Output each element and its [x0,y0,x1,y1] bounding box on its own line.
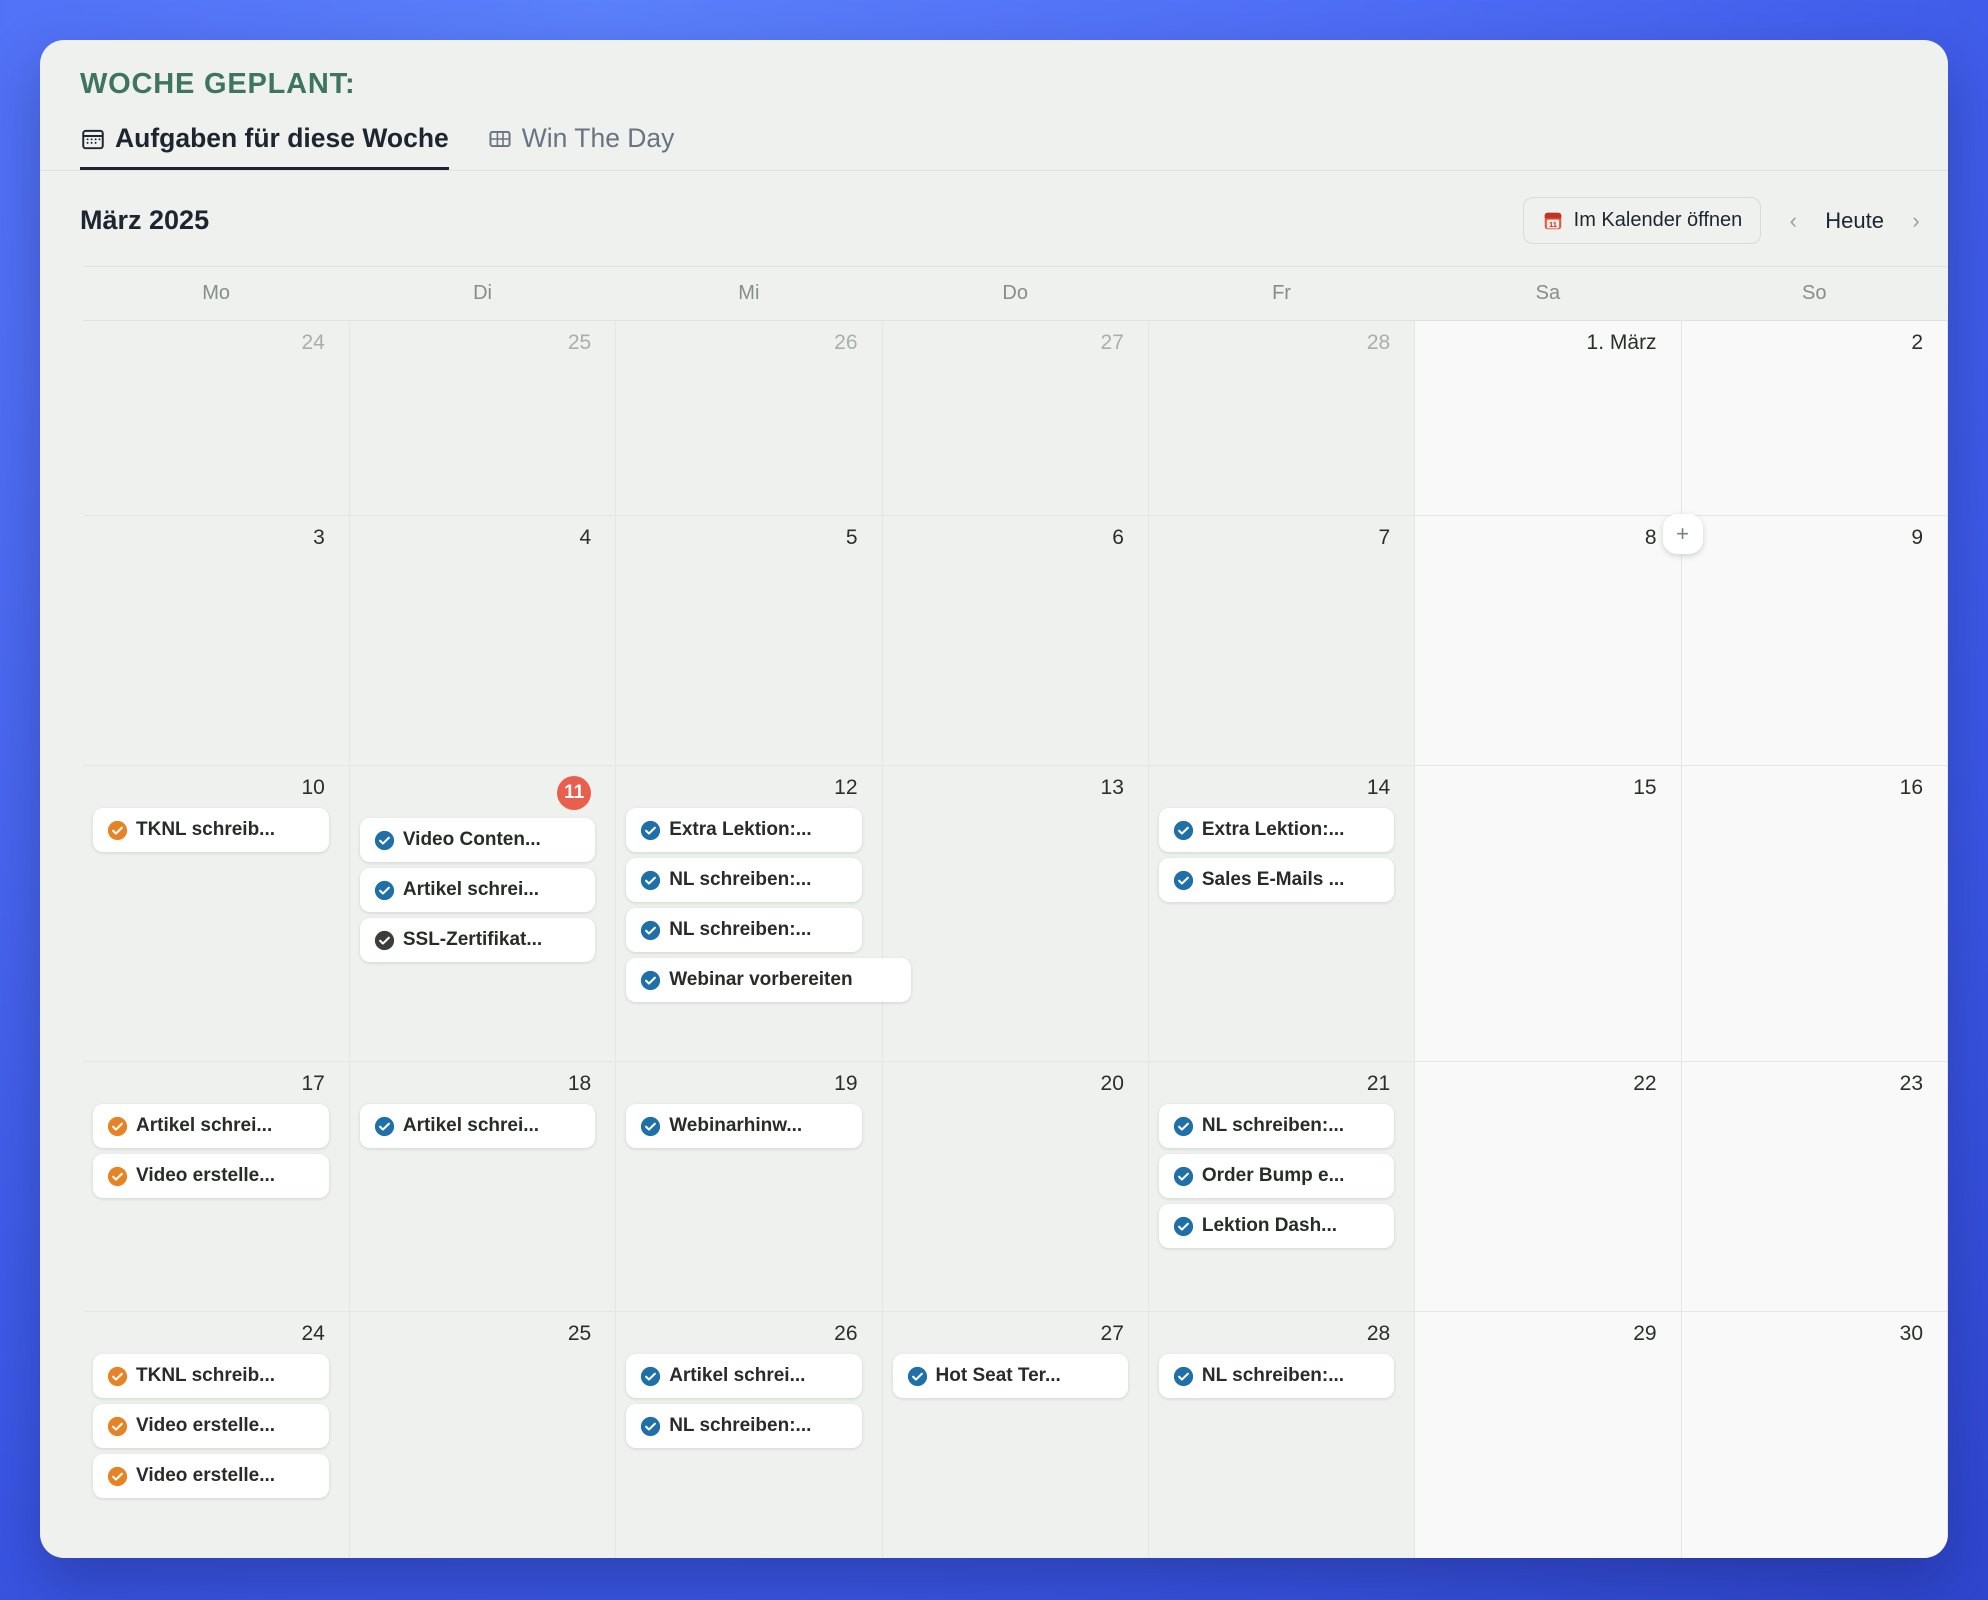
svg-text:11: 11 [1549,219,1558,228]
